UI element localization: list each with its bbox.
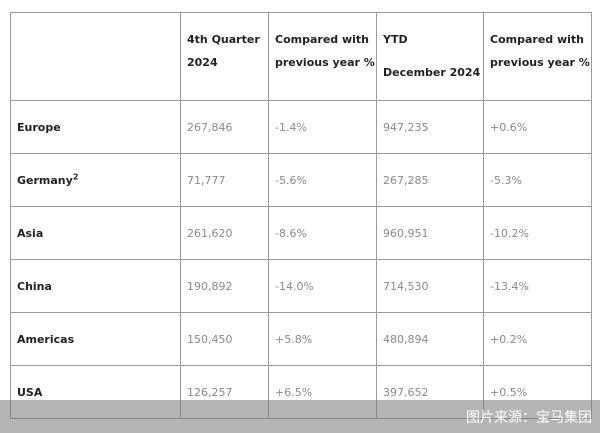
q4-cell: 150,450 [180, 312, 269, 366]
ytd-cell: 947,235 [376, 100, 484, 154]
region-cell: Asia [10, 206, 181, 260]
region-name: Asia [17, 226, 44, 240]
q4-change-cell: -14.0% [268, 259, 377, 313]
region-cell: Europe [10, 100, 181, 154]
table-row: Americas 150,450 +5.8% 480,894 +0.2% [10, 312, 592, 366]
q4-cell: 267,846 [180, 100, 269, 154]
header-region [10, 12, 181, 101]
q4-cell: 190,892 [180, 259, 269, 313]
ytd-change-cell: -5.3% [483, 153, 592, 207]
region-cell: Americas [10, 312, 181, 366]
region-name: China [17, 279, 52, 293]
region-name: Europe [17, 120, 61, 134]
q4-change-cell: -1.4% [268, 100, 377, 154]
q4-cell: 261,620 [180, 206, 269, 260]
header-ytd-line2: December 2024 [383, 66, 481, 79]
q4-cell: 71,777 [180, 153, 269, 207]
ytd-change-cell: +0.2% [483, 312, 592, 366]
region-cell: China [10, 259, 181, 313]
table-row: Europe 267,846 -1.4% 947,235 +0.6% [10, 100, 592, 154]
watermark-bar: 图片来源：宝马集团 [0, 400, 600, 433]
region-footnote: 2 [72, 171, 79, 181]
table-row: Asia 261,620 -8.6% 960,951 -10.2% [10, 206, 592, 260]
table-row: Germany2 71,777 -5.6% 267,285 -5.3% [10, 153, 592, 207]
header-q4-change: Compared with previous year % [268, 12, 377, 101]
header-ytd-change: Compared with previous year % [483, 12, 592, 101]
header-q4: 4th Quarter 2024 [180, 12, 269, 101]
q4-change-cell: -5.6% [268, 153, 377, 207]
ytd-cell: 267,285 [376, 153, 484, 207]
ytd-change-cell: -13.4% [483, 259, 592, 313]
header-ytd-line1: YTD [383, 33, 408, 46]
sales-table: 4th Quarter 2024 Compared with previous … [10, 12, 592, 419]
ytd-cell: 960,951 [376, 206, 484, 260]
header-ytd: YTD December 2024 [376, 12, 484, 101]
q4-change-cell: -8.6% [268, 206, 377, 260]
ytd-change-cell: +0.6% [483, 100, 592, 154]
sales-table-container: 4th Quarter 2024 Compared with previous … [10, 12, 592, 422]
table-row: China 190,892 -14.0% 714,530 -13.4% [10, 259, 592, 313]
region-cell: Germany2 [10, 153, 181, 207]
ytd-cell: 714,530 [376, 259, 484, 313]
q4-change-cell: +5.8% [268, 312, 377, 366]
region-name: Americas [17, 332, 75, 346]
image-source-watermark: 图片来源：宝马集团 [466, 410, 592, 426]
ytd-change-cell: -10.2% [483, 206, 592, 260]
region-name: USA [17, 385, 43, 399]
table-header-row: 4th Quarter 2024 Compared with previous … [10, 12, 592, 101]
ytd-cell: 480,894 [376, 312, 484, 366]
region-name: Germany [17, 173, 73, 187]
